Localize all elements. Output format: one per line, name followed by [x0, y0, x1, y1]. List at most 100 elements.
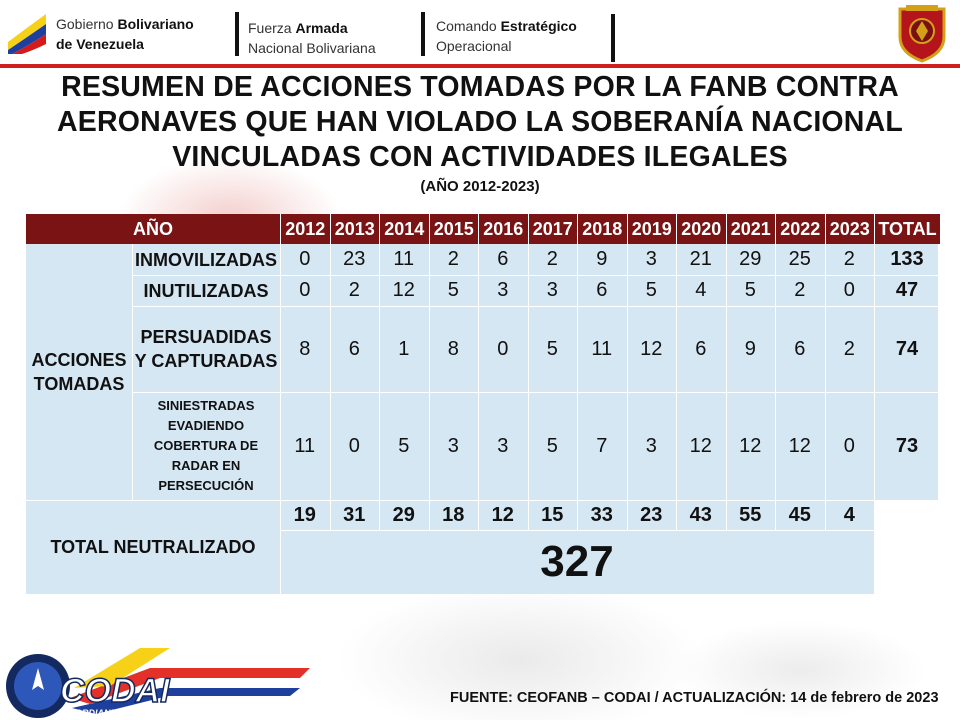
data-cell: 3 — [447, 434, 459, 457]
grid-line — [676, 244, 677, 530]
row-label: INMOVILIZADAS — [132, 244, 280, 275]
grid-line — [26, 500, 940, 501]
data-cell: 6 — [596, 279, 608, 301]
year-header-2019: 2019 — [626, 214, 676, 244]
row-label-line: INUTILIZADAS — [143, 280, 269, 301]
org-gobierno: Gobierno Bolivariano de Venezuela — [56, 14, 194, 54]
grid-line — [132, 244, 133, 500]
data-cell: 11 — [393, 248, 415, 270]
org1-line2: de Venezuela — [56, 36, 144, 52]
row-label-line: EVADIENDO — [167, 418, 245, 433]
row-label-line: RADAR EN — [171, 458, 241, 473]
data-cell: 0 — [497, 337, 509, 360]
year-total-cell: 23 — [640, 503, 663, 526]
grid-line — [874, 244, 875, 594]
data-cell: 25 — [788, 248, 811, 270]
year-header-2020: 2020 — [676, 214, 726, 244]
grid-line — [577, 244, 578, 530]
row-label-line: PERSUADIDAS — [140, 327, 272, 347]
data-cell: 6 — [794, 337, 806, 360]
data-cell: 7 — [596, 434, 608, 457]
row-label-line: PERSECUCIÓN — [158, 478, 254, 493]
page-title: RESUMEN DE ACCIONES TOMADAS POR LA FANB … — [0, 70, 960, 175]
data-cell: 2 — [348, 279, 360, 301]
data-cell: 5 — [398, 434, 410, 457]
row-total-cell: 133 — [890, 248, 924, 270]
source-footer: FUENTE: CEOFANB – CODAI / ACTUALIZACIÓN:… — [450, 690, 939, 706]
org1-line1-b: Bolivariano — [117, 16, 194, 32]
codai-logo-tagline: GUARDIANES PARA LA DEFENSA — [62, 708, 209, 718]
data-cell: 12 — [788, 434, 811, 457]
org2-line1-b: Armada — [295, 20, 348, 36]
row-label-line: Y CAPTURADAS — [134, 351, 278, 371]
year-header-2015: 2015 — [428, 214, 478, 244]
year-header-2017: 2017 — [527, 214, 577, 244]
grid-line — [379, 244, 380, 530]
grid-line — [626, 244, 628, 530]
grid-line — [329, 244, 331, 530]
group-label-line2: TOMADAS — [33, 374, 125, 394]
header-divider — [611, 14, 615, 62]
year-header-2018: 2018 — [577, 214, 627, 244]
data-cell: 11 — [294, 434, 316, 457]
year-header-2022: 2022 — [775, 214, 825, 244]
data-cell: 0 — [348, 434, 360, 457]
header-divider — [235, 12, 239, 56]
data-cell: 3 — [546, 279, 558, 301]
data-cell: 1 — [398, 337, 410, 360]
year-total-cell: 43 — [689, 503, 712, 526]
data-cell: 2 — [794, 279, 806, 301]
data-cell: 12 — [689, 434, 712, 457]
data-cell: 0 — [299, 248, 311, 270]
page-header: Gobierno Bolivariano de Venezuela Fuerza… — [0, 0, 960, 68]
year-total-cell: 33 — [590, 503, 613, 526]
org-fanb: Fuerza Armada Nacional Bolivariana — [248, 18, 376, 58]
data-cell: 5 — [546, 434, 558, 457]
year-header-2014: 2014 — [379, 214, 429, 244]
year-total-cell: 31 — [343, 503, 366, 526]
row-label: SINIESTRADAS EVADIENDO COBERTURA DE RADAR E… — [132, 392, 280, 500]
org2-line1-a: Fuerza — [248, 20, 296, 36]
total-blank-cell — [874, 500, 940, 594]
grid-line — [280, 530, 874, 531]
codai-logo-icon: CODAI GUARDIANES PARA LA DEFENSA — [6, 648, 310, 718]
year-header: AÑO — [26, 214, 280, 244]
year-total-cell: 45 — [788, 503, 811, 526]
data-cell: 5 — [447, 279, 459, 301]
data-cell: 0 — [843, 434, 855, 457]
year-total-cell: 15 — [541, 503, 564, 526]
header-divider — [421, 12, 425, 56]
data-cell: 6 — [695, 337, 707, 360]
year-header-2013: 2013 — [329, 214, 379, 244]
data-cell: 5 — [744, 279, 756, 301]
data-cell: 3 — [497, 434, 509, 457]
data-cell: 21 — [689, 248, 712, 270]
data-cell: 0 — [843, 279, 855, 301]
year-total-cell: 19 — [293, 503, 316, 526]
org2-line2: Nacional Bolivariana — [248, 40, 376, 56]
data-cell: 4 — [695, 279, 707, 301]
org3-line2: Operacional — [436, 38, 512, 54]
data-cell: 2 — [843, 248, 855, 270]
year-header-2021: 2021 — [725, 214, 775, 244]
data-cell: 5 — [645, 279, 657, 301]
codai-logo-text: CODAI — [60, 672, 171, 710]
grid-line — [132, 392, 940, 393]
group-label-acciones-tomadas: ACCIONES TOMADAS — [26, 244, 132, 500]
org3-line1-a: Comando — [436, 18, 501, 34]
grid-line — [725, 244, 727, 530]
data-cell: 12 — [640, 337, 663, 360]
year-total-cell: 55 — [739, 503, 762, 526]
data-cell: 3 — [645, 248, 657, 270]
total-neutralizado-label: TOTAL NEUTRALIZADO — [50, 537, 256, 557]
grid-line — [775, 244, 776, 530]
data-cell: 0 — [299, 279, 311, 301]
data-cell: 8 — [447, 337, 459, 360]
year-total-cell: 4 — [843, 503, 855, 526]
data-cell: 9 — [744, 337, 756, 360]
year-total-cell: 29 — [392, 503, 415, 526]
grid-line — [280, 244, 281, 594]
title-line-2: AERONAVES QUE HAN VIOLADO LA SOBERANÍA N… — [57, 106, 903, 138]
grid-line — [428, 244, 430, 530]
row-label-line: COBERTURA DE — [153, 438, 259, 453]
